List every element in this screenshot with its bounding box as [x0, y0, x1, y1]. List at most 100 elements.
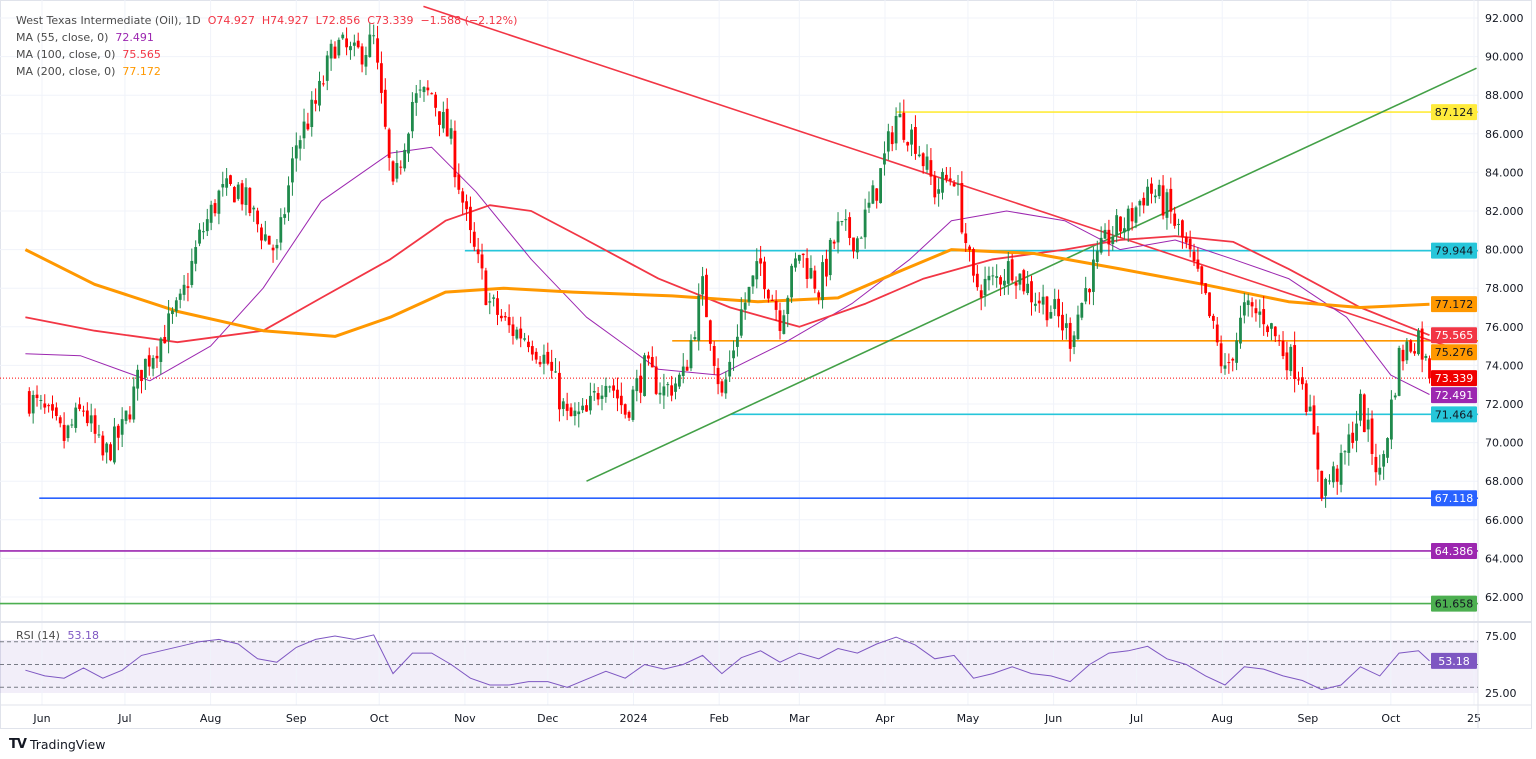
ma55-legend[interactable]: MA (55, close, 0) 72.491: [16, 29, 517, 46]
candle-body: [1359, 393, 1362, 421]
candle: [35, 385, 39, 407]
candle: [697, 283, 701, 351]
candle-body: [1188, 238, 1192, 250]
ma200-legend[interactable]: MA (200, close, 0) 77.172: [16, 63, 517, 80]
candle-body: [732, 350, 735, 359]
candle: [999, 275, 1002, 297]
candle: [1064, 313, 1068, 340]
candle-body: [128, 414, 132, 420]
candle: [1300, 366, 1304, 390]
candle: [1204, 282, 1208, 295]
candle-body: [1211, 315, 1215, 321]
ma55-label: MA (55, close, 0): [16, 31, 109, 44]
candle-body: [825, 258, 828, 277]
candle-body: [472, 231, 476, 247]
candle-body: [592, 391, 596, 393]
candle-body: [51, 404, 54, 411]
x-axis-tick-label: Jun: [32, 712, 50, 725]
price-badge-label: 75.565: [1435, 329, 1474, 342]
candle-body: [828, 239, 832, 276]
candle-body: [271, 247, 275, 251]
candle: [1397, 345, 1401, 397]
x-axis-tick-label: Sep: [1298, 712, 1319, 725]
candle-body: [461, 191, 465, 203]
candle: [1045, 295, 1049, 327]
y-axis-tick-label: 66.000: [1485, 514, 1524, 527]
candle-body: [619, 395, 623, 406]
candle: [639, 363, 643, 404]
candle: [155, 346, 159, 369]
candle-body: [260, 227, 263, 241]
candle-body: [979, 290, 983, 298]
candle-body: [546, 351, 550, 364]
candle-body: [1250, 302, 1254, 307]
candle-body: [852, 237, 855, 252]
candle-body: [1374, 456, 1378, 473]
candle-body: [658, 392, 662, 395]
candle-body: [1080, 303, 1084, 318]
ma100-legend[interactable]: MA (100, close, 0) 75.565: [16, 46, 517, 63]
candle-body: [391, 161, 395, 182]
candle: [1362, 393, 1366, 433]
candle: [345, 27, 348, 56]
candle: [283, 207, 287, 225]
candle: [1072, 331, 1076, 355]
candle: [600, 385, 604, 411]
candle: [1161, 175, 1165, 220]
candle-body: [1258, 311, 1262, 315]
candle: [1281, 331, 1285, 360]
candle: [70, 418, 74, 429]
candle-body: [116, 425, 120, 438]
candle: [62, 412, 66, 449]
candle: [778, 302, 782, 340]
candle-body: [647, 355, 650, 359]
candle-body: [759, 258, 763, 264]
rsi-value: 53.18: [67, 629, 99, 642]
candle-body: [708, 320, 712, 344]
candle-body: [360, 46, 364, 65]
candle-body: [527, 341, 530, 348]
tradingview-logo[interactable]: TV TradingView: [9, 737, 105, 752]
candle: [979, 284, 983, 311]
candle: [109, 442, 112, 462]
candle: [1033, 292, 1037, 312]
candle-body: [1424, 355, 1428, 358]
candle: [647, 351, 650, 366]
candle: [712, 341, 716, 375]
candle-body: [639, 375, 643, 393]
candle-body: [1219, 343, 1223, 367]
candle: [120, 407, 124, 447]
candle: [461, 187, 465, 215]
candle-body: [697, 295, 701, 341]
candle-body: [383, 89, 387, 127]
candle-body: [1420, 328, 1424, 360]
candle: [890, 125, 894, 152]
candle-body: [445, 108, 449, 137]
candle: [1420, 321, 1424, 373]
candle: [147, 347, 151, 376]
candle: [1150, 177, 1153, 204]
candle-body: [1111, 236, 1115, 244]
candle-body: [159, 338, 163, 362]
candle-body: [202, 231, 205, 233]
rsi-legend[interactable]: RSI (14) 53.18: [16, 629, 99, 642]
candle-body: [689, 340, 693, 369]
candle: [202, 222, 205, 240]
candle: [968, 244, 971, 262]
candle: [604, 377, 608, 403]
candle: [577, 401, 581, 428]
candle: [1022, 268, 1026, 295]
candle: [279, 208, 283, 251]
candle: [496, 290, 499, 326]
candle-body: [1018, 273, 1022, 285]
candle-body: [991, 275, 995, 277]
candle-body: [178, 293, 182, 300]
candle-body: [960, 182, 964, 233]
candle-body: [1270, 323, 1273, 329]
candle: [1006, 252, 1010, 295]
candle: [871, 180, 875, 205]
price-badge: 73.339: [1431, 370, 1477, 387]
symbol-title[interactable]: West Texas Intermediate (Oil), 1D: [16, 14, 201, 27]
candle: [867, 191, 871, 213]
